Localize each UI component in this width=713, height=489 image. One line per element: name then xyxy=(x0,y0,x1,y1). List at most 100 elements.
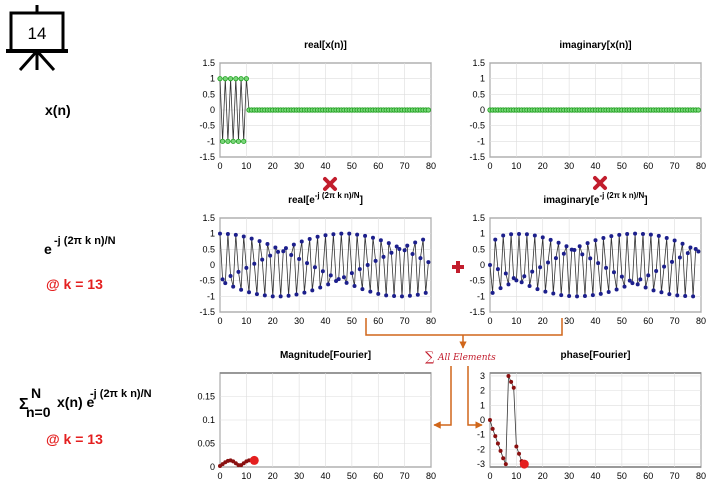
x-tick-label: 40 xyxy=(320,161,330,171)
data-point xyxy=(633,231,638,236)
data-point xyxy=(575,294,580,299)
y-tick-label: -1 xyxy=(477,291,485,301)
x-tick-label: 60 xyxy=(643,161,653,171)
data-point xyxy=(696,249,701,254)
slide-number: 14 xyxy=(28,24,47,43)
chart-title: imaginary[x(n)] xyxy=(559,40,631,51)
x-tick-label: 70 xyxy=(670,471,680,481)
y-tick-label: 0 xyxy=(480,260,485,270)
x-tick-label: 60 xyxy=(643,471,653,481)
x-tick-label: 30 xyxy=(294,161,304,171)
data-point xyxy=(323,233,328,238)
slide-number-easel-icon: 14 xyxy=(6,5,68,72)
data-point xyxy=(517,231,522,236)
chart-title: Magnitude[Fourier] xyxy=(280,350,371,361)
x-tick-label: 70 xyxy=(670,316,680,326)
data-point xyxy=(307,236,312,241)
data-point xyxy=(352,283,357,288)
data-point xyxy=(495,267,500,272)
chart-e-real: real[e-j (2π k n)/N]1.510.50-0.5-1-1.50 1… xyxy=(199,191,436,326)
data-point xyxy=(609,234,614,239)
x-tick-label: 10 xyxy=(511,316,521,326)
data-point xyxy=(614,287,619,292)
data-point xyxy=(598,291,603,296)
data-point xyxy=(241,234,246,239)
data-point xyxy=(392,294,397,299)
data-point xyxy=(249,236,254,241)
data-point xyxy=(675,293,680,298)
y-tick-label: 1.5 xyxy=(202,213,215,223)
y-tick-label: 0 xyxy=(480,415,485,425)
sum-label: All Elements xyxy=(437,353,496,363)
chart-x-real: real[x(n)]1.510.50-0.5-1-1.50 10 20 30 40 50 6… xyxy=(199,40,436,171)
chart-x-imag: imaginary[x(n)]1.510.50-0.5-1-1.50 10 20 30… xyxy=(469,40,706,171)
data-point xyxy=(326,282,331,287)
data-point xyxy=(503,271,508,276)
data-point xyxy=(425,107,431,113)
x-tick-label: 0 xyxy=(487,161,492,171)
y-tick-label: -1 xyxy=(207,291,215,301)
x-tick-label: 20 xyxy=(268,161,278,171)
x-tick-label: 60 xyxy=(373,316,383,326)
highlight-point xyxy=(519,459,529,469)
data-point xyxy=(230,138,236,144)
data-point xyxy=(223,281,228,286)
x-tick-label: 60 xyxy=(373,161,383,171)
y-tick-label: -1.5 xyxy=(469,307,485,317)
data-point xyxy=(493,434,498,439)
multiply-icon-2 xyxy=(593,176,607,190)
data-point xyxy=(685,251,690,256)
data-point xyxy=(559,293,564,298)
x-tick-label: 20 xyxy=(538,471,548,481)
data-point xyxy=(498,286,503,291)
data-point xyxy=(564,244,569,249)
data-point xyxy=(318,285,323,290)
x-tick-label: 20 xyxy=(538,316,548,326)
x-tick-label: 20 xyxy=(538,161,548,171)
data-point xyxy=(640,231,645,236)
y-tick-label: 0 xyxy=(210,462,215,472)
data-point xyxy=(331,232,336,237)
data-point xyxy=(341,275,346,280)
chart-e-imag: imaginary[e-j (2π k n)/N] 1.5 1 0.5 0 -0.5 -1 -… xyxy=(469,191,706,326)
y-tick-label: -0.5 xyxy=(469,276,485,286)
data-point xyxy=(551,291,556,296)
y-tick-label: 1 xyxy=(480,229,485,239)
data-point xyxy=(297,257,302,262)
data-point xyxy=(688,245,693,250)
data-point xyxy=(294,292,299,297)
data-point xyxy=(357,267,362,272)
exponential-label: e -j (2π k n)/N xyxy=(44,235,116,257)
data-point xyxy=(646,273,651,278)
data-point xyxy=(514,444,519,449)
data-point xyxy=(302,290,307,295)
data-point xyxy=(561,251,566,256)
data-point xyxy=(611,270,616,275)
data-point xyxy=(360,287,365,292)
y-tick-label: 0.15 xyxy=(197,392,215,402)
data-point xyxy=(503,462,508,467)
x-tick-label: 50 xyxy=(617,161,627,171)
data-point xyxy=(238,76,244,82)
data-point xyxy=(236,269,241,274)
y-tick-label: -1 xyxy=(477,136,485,146)
y-tick-label: 1.5 xyxy=(202,58,215,68)
data-point xyxy=(418,256,423,261)
data-point xyxy=(572,247,577,252)
data-point xyxy=(407,293,412,298)
x-tick-label: 50 xyxy=(347,161,357,171)
data-point xyxy=(490,290,495,295)
data-point xyxy=(289,252,294,257)
y-tick-label: -1.5 xyxy=(199,307,215,317)
data-point xyxy=(638,277,643,282)
data-point xyxy=(276,249,281,254)
x-tick-label: 60 xyxy=(373,471,383,481)
data-point xyxy=(601,236,606,241)
data-point xyxy=(339,231,344,236)
chart-title-sup: -j (2π k n)/N xyxy=(600,191,645,200)
x-tick-label: 40 xyxy=(320,471,330,481)
data-point xyxy=(222,76,228,82)
data-point xyxy=(268,253,273,258)
x-tick-label: 20 xyxy=(268,471,278,481)
chart-title-end: ] xyxy=(360,195,363,206)
